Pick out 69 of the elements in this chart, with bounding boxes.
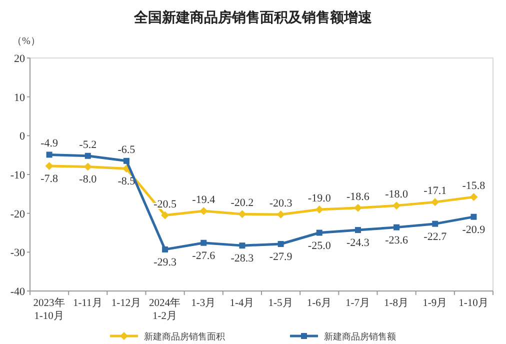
data-label: -7.8 — [40, 172, 58, 185]
point — [470, 193, 478, 202]
data-label: -19.4 — [192, 194, 216, 206]
x-tick-label: 1-10月 — [458, 297, 489, 309]
x-tick-label: 1-11月 — [72, 297, 103, 309]
x-tick-label: 1-5月 — [268, 297, 294, 309]
legend-label: 新建商品房销售面积 — [144, 332, 225, 342]
y-tick-label: 10 — [14, 92, 26, 104]
data-label: -23.6 — [385, 234, 408, 246]
point — [432, 220, 438, 227]
data-label: -15.8 — [462, 180, 486, 192]
data-label: -6.5 — [118, 144, 136, 156]
data-label: -28.3 — [230, 252, 254, 265]
y-tick-label: -10 — [10, 170, 26, 182]
point — [200, 207, 208, 216]
point — [161, 211, 170, 220]
data-label: -20.3 — [269, 198, 293, 210]
x-tick-label: 2024年 1-2月 — [149, 297, 182, 322]
point — [276, 210, 285, 218]
point — [278, 241, 284, 248]
data-label: -27.9 — [269, 251, 293, 264]
chart-title: 全国新建商品房销售面积及销售额增速 — [133, 9, 373, 26]
point — [394, 224, 400, 230]
data-label: -18.6 — [346, 190, 370, 203]
point — [45, 162, 54, 170]
x-tick-label: 1-8月 — [384, 297, 410, 309]
point — [162, 246, 168, 252]
data-label: -8.5 — [118, 176, 136, 188]
point — [316, 230, 322, 236]
data-label: -19.0 — [308, 192, 332, 204]
y-tick-label: -20 — [10, 208, 26, 220]
y-tick-label: -40 — [10, 286, 26, 298]
point — [238, 210, 246, 218]
point — [84, 152, 91, 159]
point — [200, 240, 207, 246]
x-tick-label: 1-4月 — [230, 297, 255, 309]
point — [239, 242, 246, 249]
point — [123, 158, 130, 164]
point — [46, 152, 52, 158]
data-label: -20.9 — [462, 224, 486, 236]
legend-label: 新建商品房销售额 — [324, 332, 396, 342]
data-label: -18.0 — [385, 188, 408, 201]
x-tick-label: 1-7月 — [345, 297, 370, 309]
point — [354, 204, 362, 212]
y-tick-label: -30 — [10, 247, 26, 260]
x-tick-label: 1-9月 — [422, 297, 448, 309]
y-tick-label: 20 — [14, 53, 26, 65]
point — [354, 227, 361, 234]
data-label: -4.9 — [40, 138, 58, 150]
data-label: -8.0 — [79, 174, 98, 186]
data-label: -29.3 — [154, 256, 177, 268]
data-label: -27.6 — [192, 250, 216, 262]
point — [315, 205, 324, 214]
point — [470, 214, 477, 220]
data-label: -22.7 — [424, 230, 448, 243]
data-label: -24.3 — [346, 237, 370, 250]
x-tick-label: 1-12月 — [111, 297, 142, 309]
x-tick-label: 1-3月 — [191, 297, 216, 309]
point — [431, 198, 440, 206]
x-tick-label: 2023年 1-10月 — [33, 297, 66, 322]
data-label: -5.2 — [79, 138, 97, 151]
y-axis-title: （%） — [12, 36, 40, 47]
point — [84, 162, 92, 171]
data-label: -17.1 — [424, 185, 447, 198]
y-tick-label: 0 — [20, 130, 26, 143]
data-label: -25.0 — [308, 240, 332, 252]
x-tick-label: 1-6月 — [306, 297, 332, 309]
data-label: -20.2 — [230, 197, 254, 210]
point — [392, 202, 401, 210]
